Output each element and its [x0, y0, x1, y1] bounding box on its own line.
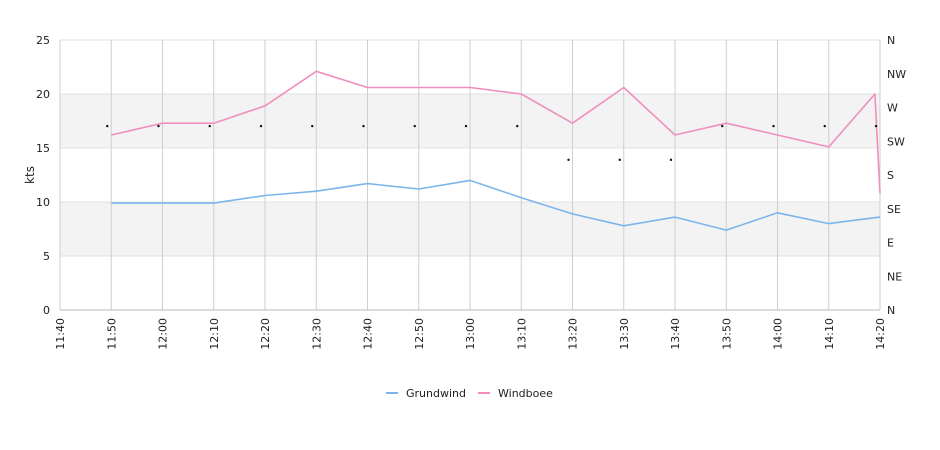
right-tick-label: SE: [887, 203, 901, 216]
direction-dot: [157, 124, 160, 128]
x-tick-label: 12:40: [362, 318, 375, 350]
x-tick-label: 12:30: [310, 318, 323, 350]
y-tick-label: 0: [43, 304, 50, 317]
x-tick-label: 13:30: [618, 318, 631, 350]
x-tick-label: 13:20: [567, 318, 580, 350]
direction-dots: [106, 124, 878, 162]
x-tick-label: 12:00: [157, 318, 170, 350]
x-tick-label: 14:10: [823, 318, 836, 350]
x-tick-label: 11:40: [54, 318, 67, 350]
right-tick-label: N: [887, 34, 895, 47]
right-tick-label: W: [887, 102, 898, 115]
x-tick-label: 14:20: [874, 318, 887, 350]
direction-dot: [874, 124, 878, 128]
y-tick-label: 25: [36, 34, 50, 47]
y-tick-label: 20: [36, 88, 50, 101]
right-axis-labels: N NW W SW S SE E NE N: [887, 34, 906, 317]
x-tick-label: 13:10: [515, 318, 528, 350]
right-tick-label: N: [887, 304, 895, 317]
legend-label: Windboee: [498, 387, 553, 400]
direction-dot: [311, 124, 314, 128]
x-tick-label: 12:10: [208, 318, 221, 350]
series-lines: [111, 70, 881, 231]
direction-dot: [413, 124, 416, 128]
direction-dot: [516, 124, 519, 128]
legend-label: Grundwind: [406, 387, 466, 400]
direction-dot: [208, 124, 211, 128]
direction-dot: [669, 158, 673, 162]
y-axis-labels: 0 5 10 15 20 25: [36, 34, 50, 317]
right-tick-label: SW: [887, 135, 905, 148]
legend-item-windboee[interactable]: Windboee: [478, 387, 553, 400]
direction-dot: [106, 124, 109, 128]
direction-dot: [259, 124, 263, 128]
x-tick-label: 12:50: [413, 318, 426, 350]
direction-dot: [464, 124, 468, 128]
y-tick-label: 10: [36, 196, 50, 209]
right-tick-label: S: [887, 169, 894, 182]
x-tick-label: 12:20: [259, 318, 272, 350]
y-tick-label: 15: [36, 142, 50, 155]
series-line-windboee: [111, 70, 881, 194]
x-tick-label: 13:50: [720, 318, 733, 350]
direction-dot: [823, 124, 826, 128]
legend-item-grundwind[interactable]: Grundwind: [386, 387, 466, 400]
direction-dot: [618, 158, 621, 162]
x-axis-labels: 11:40 11:50 12:00 12:10 12:20 12:30 12:40 12:50…: [54, 318, 887, 350]
right-tick-label: NW: [887, 68, 906, 81]
y-axis-title: kts: [23, 166, 37, 184]
direction-dot: [721, 124, 724, 128]
x-tick-label: 11:50: [105, 318, 118, 350]
direction-dot: [567, 158, 570, 162]
right-tick-label: E: [887, 237, 894, 250]
x-tick-label: 13:00: [464, 318, 477, 350]
x-tick-label: 13:40: [669, 318, 682, 350]
x-tick-label: 14:00: [772, 318, 785, 350]
y-tick-label: 5: [43, 250, 50, 263]
grid-lines: [59, 39, 881, 311]
right-tick-label: NE: [887, 270, 902, 283]
series-line-grundwind: [111, 179, 881, 231]
direction-dot: [362, 124, 365, 128]
legend[interactable]: Grundwind Windboee: [386, 387, 553, 400]
direction-dot: [772, 124, 775, 128]
